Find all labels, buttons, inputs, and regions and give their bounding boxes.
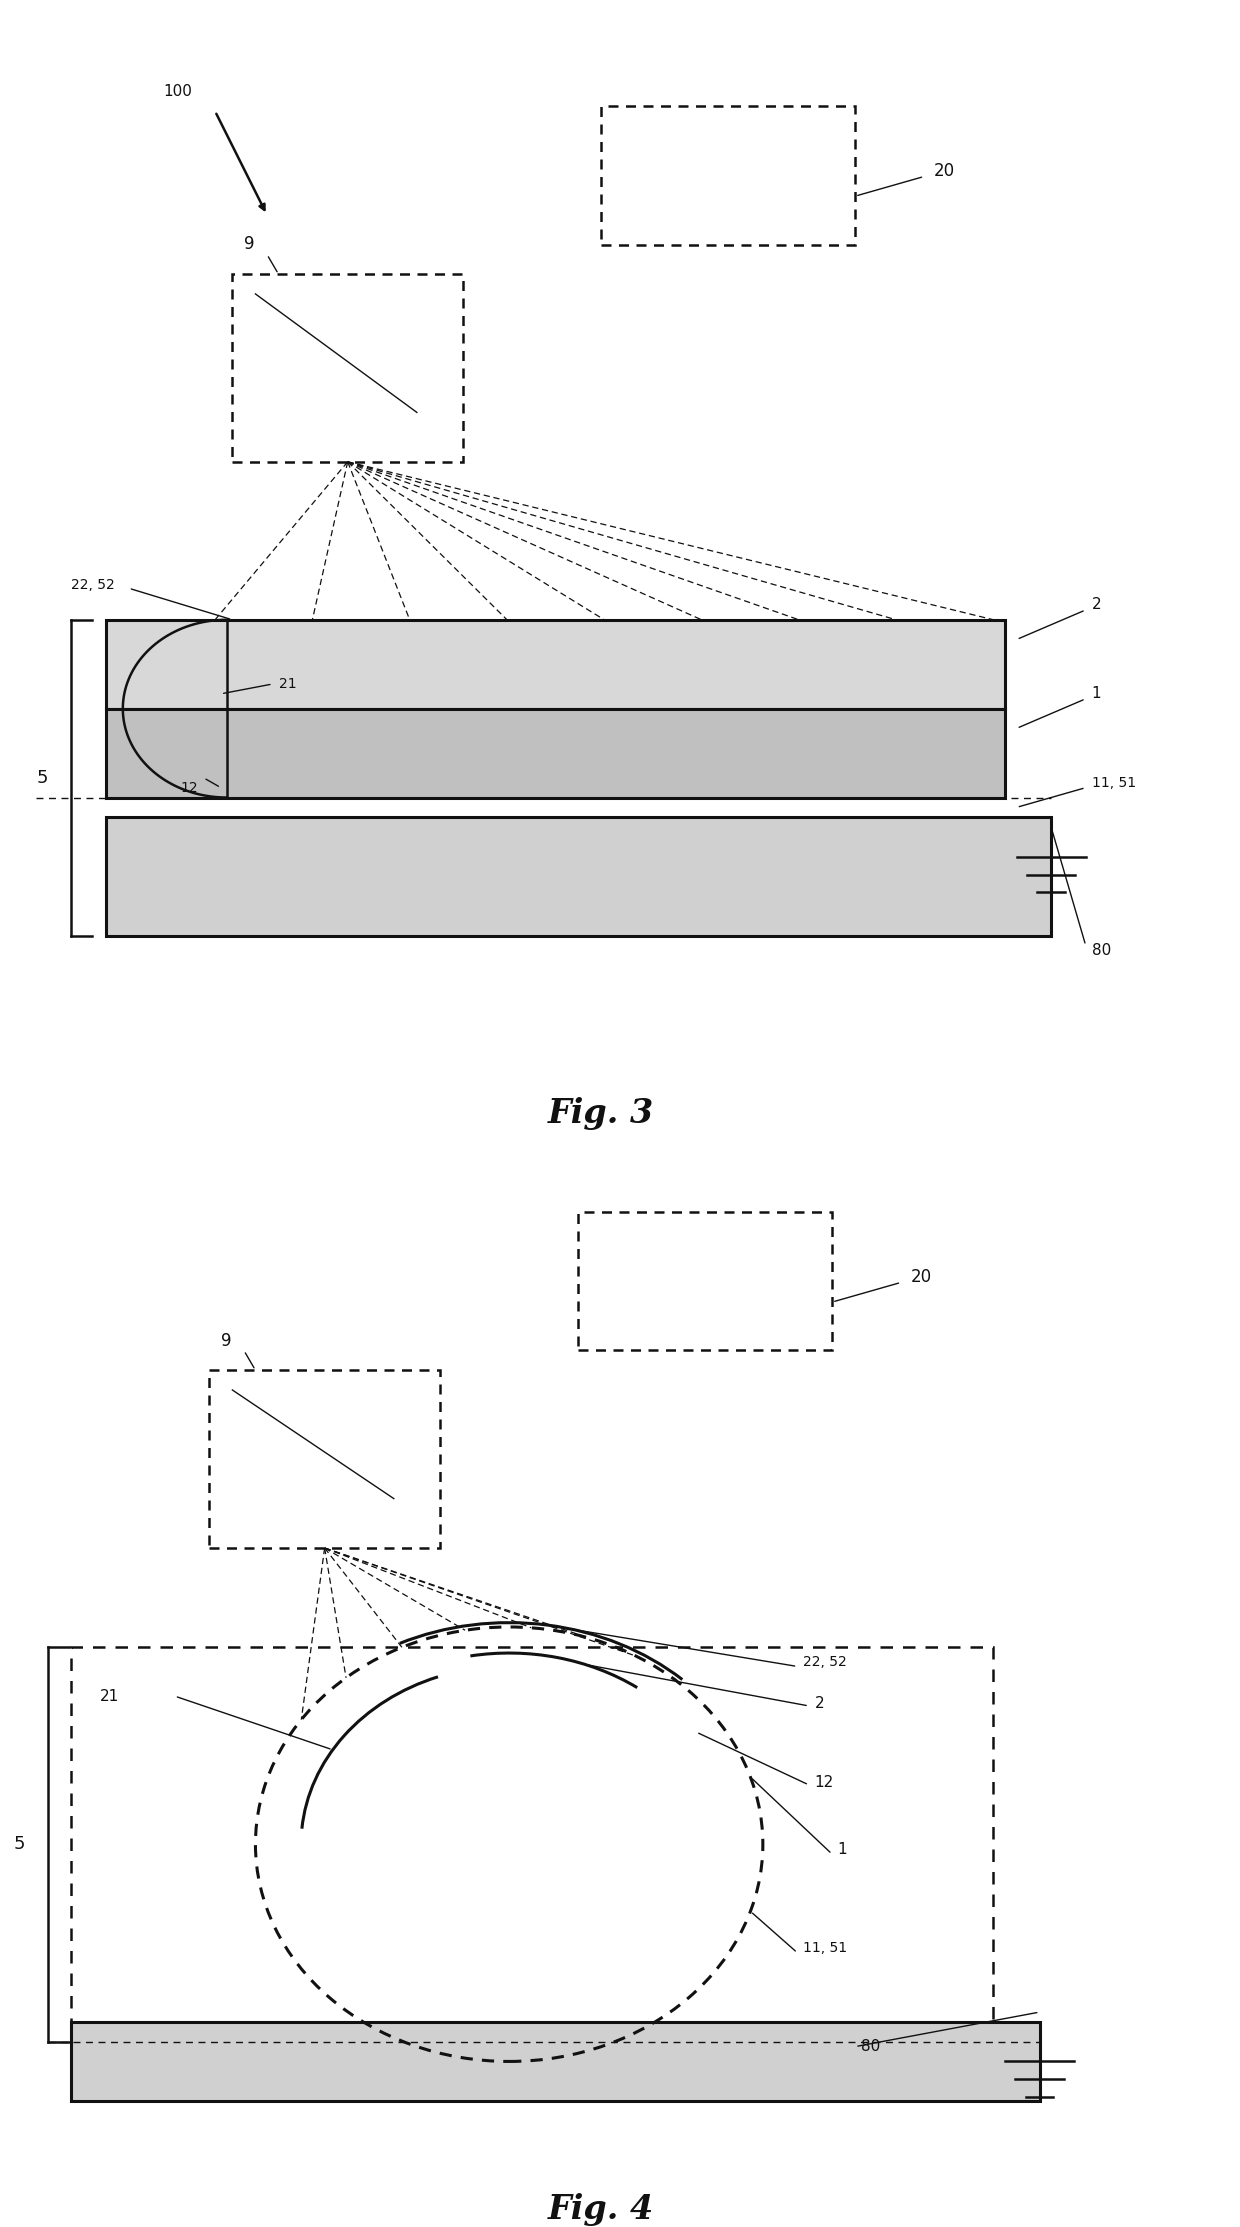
Bar [71,2022,1039,2100]
Bar [71,1646,993,2042]
Text: 100: 100 [164,85,192,100]
Text: 21: 21 [99,1688,119,1704]
Bar [105,817,1052,935]
Bar [105,708,1006,797]
Bar [578,1211,832,1350]
Text: 11, 51: 11, 51 [1091,775,1136,791]
Text: Fig. 3: Fig. 3 [548,1098,655,1129]
Text: 5: 5 [14,1835,25,1853]
Text: Fig. 4: Fig. 4 [548,2194,655,2227]
Bar [232,274,463,461]
Text: 2: 2 [1091,597,1101,612]
Text: 9: 9 [244,236,254,254]
Text: 80: 80 [1091,942,1111,958]
Text: 1: 1 [1091,686,1101,702]
Bar [601,107,856,245]
Text: 20: 20 [934,163,955,180]
Text: 12: 12 [181,782,198,795]
Text: 80: 80 [861,2040,880,2053]
Bar [210,1370,440,1548]
Text: 12: 12 [815,1775,835,1791]
Text: 22, 52: 22, 52 [71,579,114,592]
Text: 2: 2 [815,1697,825,1713]
Text: 5: 5 [36,768,48,786]
Text: 11, 51: 11, 51 [804,1942,847,1955]
Text: 20: 20 [910,1269,931,1287]
Text: 21: 21 [279,677,296,690]
Bar [105,619,1006,708]
Text: 9: 9 [221,1332,232,1350]
Text: 1: 1 [838,1842,847,1857]
Text: 22, 52: 22, 52 [804,1655,847,1668]
